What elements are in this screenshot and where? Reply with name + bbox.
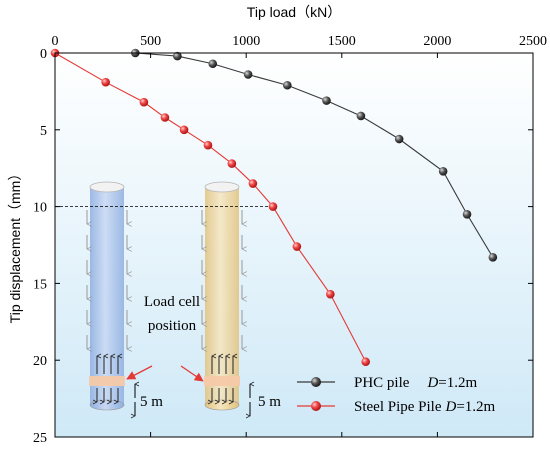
steel-pile-drawing-body [205, 187, 239, 405]
y-tick-label: 15 [33, 277, 47, 292]
x-tick-label: 2500 [519, 34, 547, 49]
steel-pile-drawing-bottom-cap [204, 399, 240, 411]
pile-length-label-right: 5 m [258, 394, 281, 410]
data-point-steel-11 [361, 357, 371, 367]
x-tick-label: 0 [52, 34, 59, 49]
legend-item-steel: Steel Pipe Pile D=1.2m [297, 399, 496, 415]
data-point-steel-7 [248, 179, 258, 188]
y-axis-title: Tip displacement（mm） [7, 167, 23, 324]
plot-frame [54, 52, 534, 438]
load-cell-label-line2: position [148, 318, 197, 334]
y-tick-label: 25 [33, 431, 47, 446]
x-tick-label: 1000 [232, 34, 260, 49]
data-point-steel-9 [292, 242, 302, 251]
legend-marker-steel [311, 401, 321, 411]
data-point-phc-7 [394, 134, 404, 144]
data-point-phc-1 [173, 51, 182, 61]
x-tick-label: 2000 [423, 34, 451, 49]
load-cell-pointer-left [126, 365, 153, 380]
steel-pile-drawing [202, 181, 242, 411]
data-point-phc-10 [488, 252, 498, 262]
phc-pile-drawing-load-cell [89, 376, 125, 386]
steel-pile-drawing-load-cell [204, 376, 240, 386]
steel-pile-drawing-top-cap [204, 181, 240, 193]
data-point-steel-6 [227, 159, 237, 168]
data-point-phc-6 [356, 111, 366, 121]
x-tick-label: 1500 [328, 34, 356, 49]
y-tick-label: 5 [40, 124, 47, 139]
y-tick-label: 10 [33, 201, 47, 216]
data-point-phc-8 [438, 166, 448, 176]
data-point-phc-2 [208, 59, 218, 69]
data-point-steel-8 [268, 202, 278, 211]
pile-length-label-left: 5 m [140, 394, 163, 410]
series-layer [50, 48, 498, 367]
phc-pile-drawing-top-cap [89, 181, 125, 193]
pile-illustration [87, 181, 250, 416]
tick-layer: 0 500 1000 1500 2000 2500 0 5 10 15 20 25 [33, 34, 547, 446]
x-axis-title: Tip load（kN） [247, 4, 341, 20]
data-point-phc-5 [322, 96, 331, 105]
data-point-steel-2 [139, 97, 149, 107]
legend-marker-phc [311, 377, 321, 387]
data-point-steel-5 [203, 140, 213, 150]
y-tick-label: 0 [40, 47, 47, 62]
series-line-steel [54, 52, 367, 362]
phc-pile-drawing-bottom-cap [89, 399, 125, 411]
data-point-steel-3 [160, 113, 170, 122]
y-tick-label: 20 [33, 354, 47, 369]
legend-item-phc: PHC pile D=1.2m [297, 375, 477, 391]
legend: PHC pile D=1.2m Steel Pipe Pile D=1.2m [297, 375, 496, 415]
data-point-steel-4 [179, 125, 189, 135]
load-cell-label-line1: Load cell [144, 294, 200, 310]
data-point-phc-3 [243, 70, 253, 79]
legend-label-steel: Steel Pipe Pile D=1.2m [354, 399, 496, 415]
phc-pile-drawing [87, 181, 127, 411]
data-point-phc-4 [283, 80, 292, 90]
legend-label-phc: PHC pile D=1.2m [354, 375, 477, 391]
x-tick-label: 500 [140, 34, 161, 49]
data-point-phc-9 [462, 209, 472, 219]
load-cell-pointer-right [180, 365, 204, 382]
phc-pile-drawing-body [90, 187, 124, 405]
data-point-steel-1 [101, 77, 110, 87]
data-point-steel-10 [326, 289, 335, 299]
